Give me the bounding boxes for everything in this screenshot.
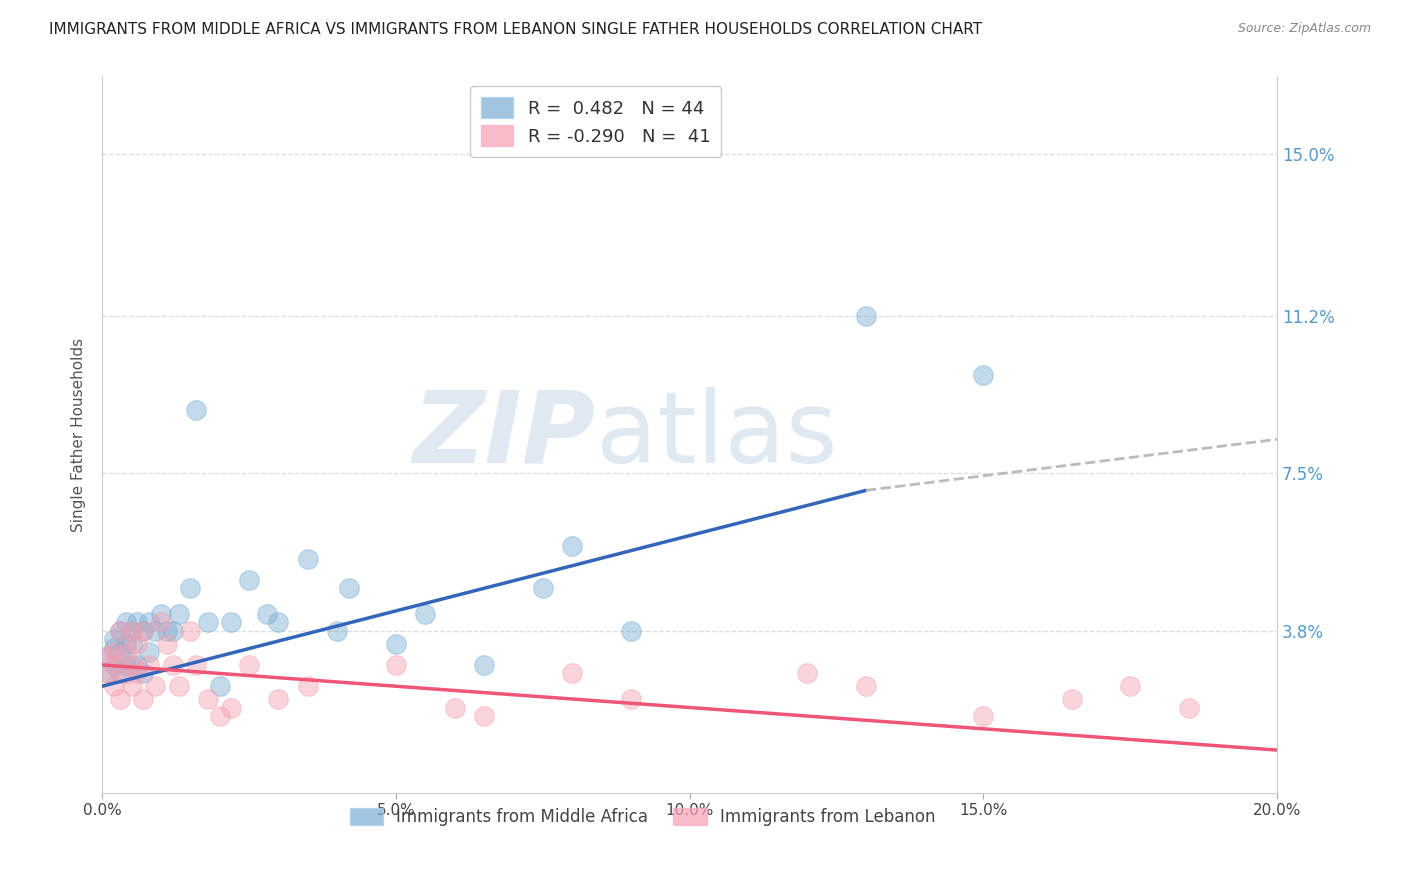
Text: atlas: atlas — [596, 386, 838, 483]
Point — [221, 615, 243, 630]
Point — [620, 624, 643, 638]
Point — [121, 637, 143, 651]
Point — [443, 700, 465, 714]
Point — [149, 615, 172, 630]
Point — [167, 607, 190, 621]
Point — [972, 709, 994, 723]
Point — [238, 657, 260, 672]
Point — [138, 657, 160, 672]
Point — [97, 649, 120, 664]
Point — [97, 666, 120, 681]
Text: Source: ZipAtlas.com: Source: ZipAtlas.com — [1237, 22, 1371, 36]
Point — [561, 666, 583, 681]
Point — [108, 666, 131, 681]
Point — [121, 657, 143, 672]
Point — [121, 657, 143, 672]
Point — [297, 551, 319, 566]
Point — [326, 624, 349, 638]
Point — [149, 607, 172, 621]
Point — [186, 402, 208, 417]
Point — [1178, 700, 1201, 714]
Point — [127, 666, 149, 681]
Point — [138, 615, 160, 630]
Point — [127, 637, 149, 651]
Point — [127, 615, 149, 630]
Point — [179, 624, 201, 638]
Text: ZIP: ZIP — [413, 386, 596, 483]
Point — [103, 679, 125, 693]
Point — [162, 624, 184, 638]
Point — [121, 624, 143, 638]
Point — [132, 666, 155, 681]
Point — [162, 657, 184, 672]
Point — [156, 637, 179, 651]
Point — [121, 624, 143, 638]
Point — [972, 368, 994, 383]
Point — [127, 657, 149, 672]
Point — [208, 709, 231, 723]
Point — [167, 679, 190, 693]
Point — [103, 632, 125, 647]
Point — [1060, 692, 1083, 706]
Point — [238, 573, 260, 587]
Point — [97, 666, 120, 681]
Point — [97, 649, 120, 664]
Point — [561, 539, 583, 553]
Point — [114, 666, 136, 681]
Point — [620, 692, 643, 706]
Point — [385, 657, 408, 672]
Point — [143, 624, 166, 638]
Point — [855, 679, 877, 693]
Point — [1119, 679, 1142, 693]
Point — [103, 640, 125, 655]
Point — [138, 645, 160, 659]
Point — [121, 679, 143, 693]
Point — [132, 692, 155, 706]
Point — [531, 582, 554, 596]
Point — [108, 645, 131, 659]
Point — [114, 645, 136, 659]
Point — [108, 624, 131, 638]
Point — [796, 666, 818, 681]
Point — [297, 679, 319, 693]
Text: IMMIGRANTS FROM MIDDLE AFRICA VS IMMIGRANTS FROM LEBANON SINGLE FATHER HOUSEHOLD: IMMIGRANTS FROM MIDDLE AFRICA VS IMMIGRA… — [49, 22, 983, 37]
Point — [103, 657, 125, 672]
Point — [267, 615, 290, 630]
Point — [143, 679, 166, 693]
Point — [197, 615, 219, 630]
Point — [132, 624, 155, 638]
Point — [208, 679, 231, 693]
Point — [179, 582, 201, 596]
Y-axis label: Single Father Households: Single Father Households — [72, 338, 86, 533]
Point — [108, 624, 131, 638]
Point — [197, 692, 219, 706]
Point — [385, 637, 408, 651]
Point — [186, 657, 208, 672]
Point — [221, 700, 243, 714]
Point — [855, 309, 877, 323]
Point — [108, 692, 131, 706]
Point — [114, 637, 136, 651]
Point — [256, 607, 278, 621]
Point — [415, 607, 437, 621]
Point — [472, 709, 495, 723]
Point — [103, 657, 125, 672]
Point — [114, 615, 136, 630]
Point — [132, 624, 155, 638]
Point — [114, 657, 136, 672]
Point — [103, 645, 125, 659]
Point — [156, 624, 179, 638]
Legend: Immigrants from Middle Africa, Immigrants from Lebanon: Immigrants from Middle Africa, Immigrant… — [342, 799, 943, 834]
Point — [267, 692, 290, 706]
Point — [472, 657, 495, 672]
Point — [337, 582, 360, 596]
